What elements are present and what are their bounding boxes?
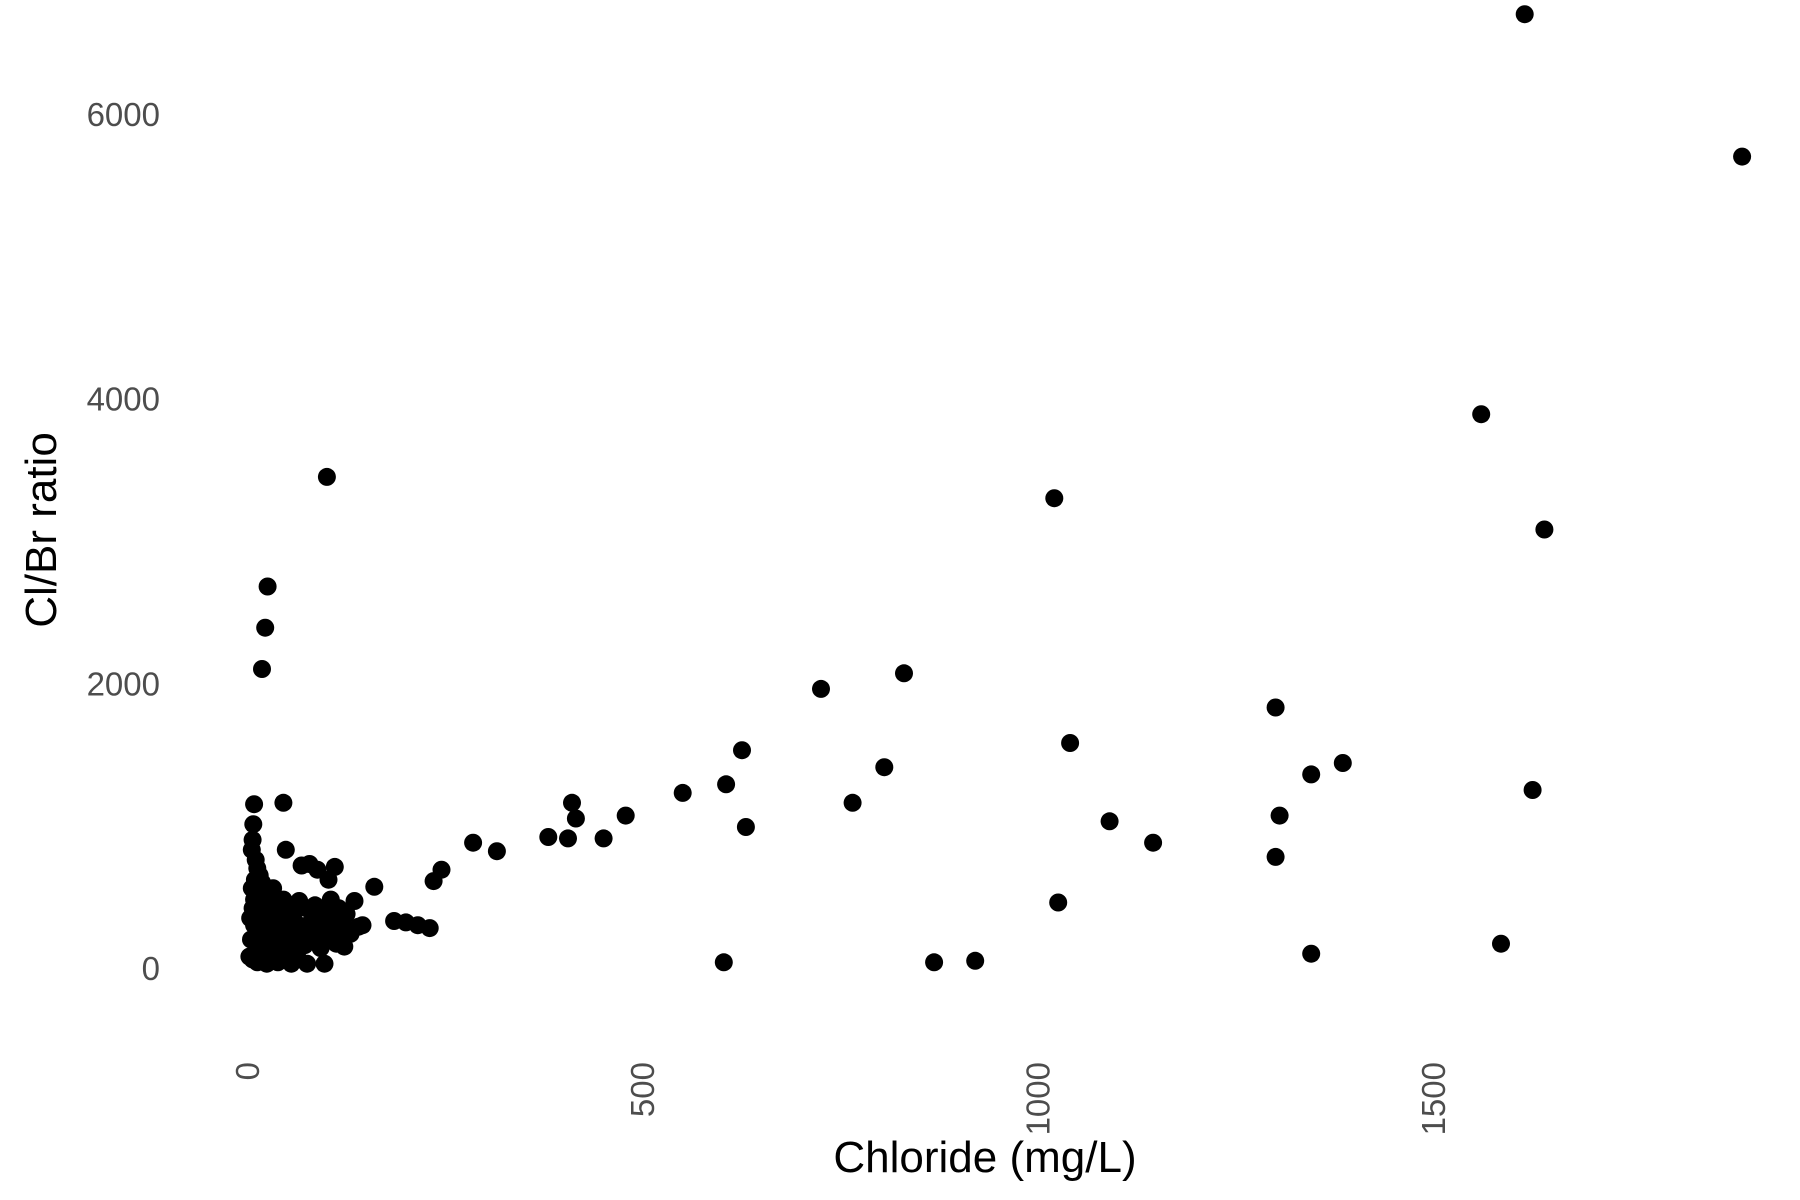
data-point xyxy=(1270,806,1289,825)
y-tick-label: 2000 xyxy=(87,665,160,702)
y-tick-label: 0 xyxy=(142,950,160,987)
data-point xyxy=(253,660,271,678)
data-point xyxy=(875,758,894,777)
data-point xyxy=(1535,520,1554,539)
data-point xyxy=(274,793,293,812)
data-point xyxy=(925,953,944,972)
data-point xyxy=(244,815,263,834)
data-point xyxy=(1302,944,1321,963)
data-point xyxy=(313,931,332,950)
data-point xyxy=(895,664,913,683)
data-point xyxy=(487,842,506,861)
x-tick-label: 1000 xyxy=(1019,1062,1056,1135)
x-tick-label: 0 xyxy=(229,1062,266,1080)
data-point xyxy=(966,951,985,970)
data-point xyxy=(559,829,577,848)
data-point xyxy=(259,883,278,902)
data-point xyxy=(335,937,354,956)
data-point xyxy=(714,953,733,972)
data-point xyxy=(245,795,264,814)
data-point xyxy=(464,833,483,852)
data-point xyxy=(1266,847,1285,866)
plot-area xyxy=(240,5,1752,973)
data-point xyxy=(1049,893,1068,912)
data-point xyxy=(812,679,830,698)
data-point xyxy=(616,806,635,825)
data-point xyxy=(424,872,443,891)
data-point xyxy=(1733,147,1752,166)
data-point xyxy=(298,954,317,973)
data-point xyxy=(247,923,266,942)
y-axis-tick-labels: 0 2000 4000 6000 xyxy=(87,96,160,987)
data-point xyxy=(1061,734,1080,752)
data-point xyxy=(319,870,338,889)
data-point xyxy=(254,906,273,925)
data-point xyxy=(1492,934,1510,953)
data-point xyxy=(1515,5,1534,24)
data-point xyxy=(338,923,357,942)
data-point xyxy=(291,929,309,948)
data-point xyxy=(365,877,384,896)
data-point xyxy=(258,577,277,596)
x-axis-title: Chloride (mg/L) xyxy=(833,1133,1136,1182)
data-point xyxy=(1144,833,1163,852)
data-point xyxy=(1523,781,1542,799)
data-point xyxy=(345,892,364,910)
data-point xyxy=(420,919,439,938)
data-point xyxy=(594,829,613,848)
x-axis-tick-labels: 0 500 1000 1500 xyxy=(229,1062,1452,1135)
data-point xyxy=(1472,405,1491,424)
data-point xyxy=(245,870,264,889)
data-point xyxy=(1302,765,1321,784)
y-tick-label: 4000 xyxy=(87,381,160,418)
data-point xyxy=(843,793,862,812)
data-point xyxy=(673,783,692,802)
x-tick-label: 500 xyxy=(624,1062,661,1117)
data-point xyxy=(717,775,736,794)
data-point xyxy=(566,809,585,828)
y-tick-label: 6000 xyxy=(87,96,160,133)
data-point xyxy=(539,828,558,846)
x-tick-label: 1500 xyxy=(1415,1062,1452,1135)
data-point xyxy=(733,741,751,760)
y-axis-title: Cl/Br ratio xyxy=(17,432,66,628)
points-layer xyxy=(240,5,1752,973)
data-point xyxy=(736,818,755,836)
data-point xyxy=(1100,812,1119,831)
data-point xyxy=(276,840,295,859)
data-point xyxy=(563,793,581,812)
data-point xyxy=(1266,698,1285,717)
data-point xyxy=(256,618,275,637)
data-point xyxy=(1045,489,1064,508)
data-point xyxy=(315,954,334,973)
data-point xyxy=(317,467,336,486)
data-point xyxy=(1333,754,1352,772)
data-point xyxy=(276,907,295,926)
